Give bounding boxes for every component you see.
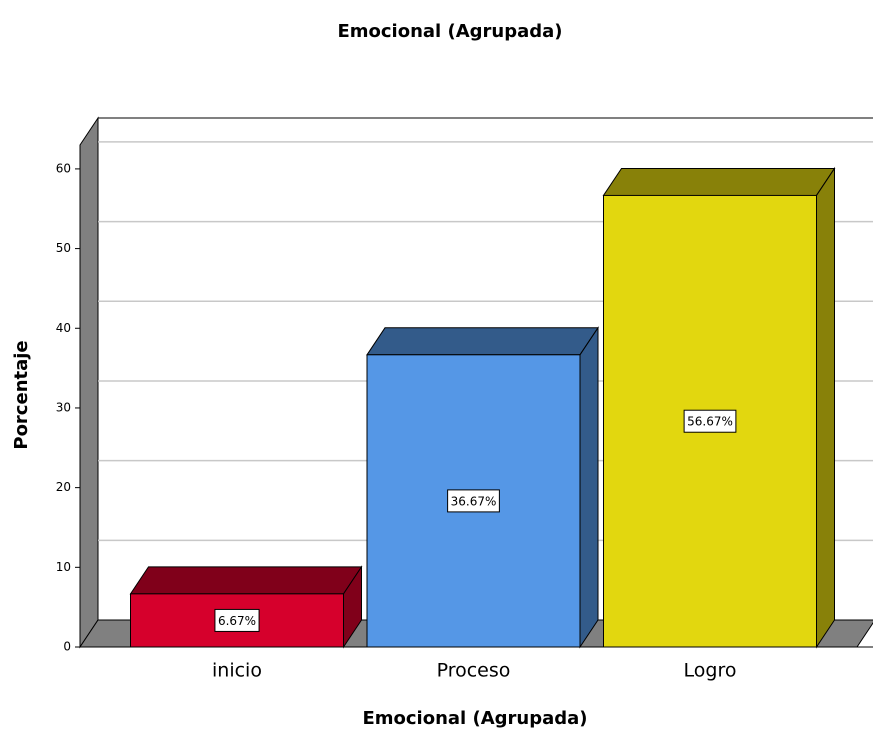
- bar: [129, 565, 363, 649]
- x-tick-label: inicio: [212, 660, 262, 682]
- value-label-box: [683, 409, 737, 433]
- bar-side: [816, 166, 835, 649]
- y-tick-label: 10: [56, 560, 71, 574]
- y-tick-label: 50: [56, 241, 71, 255]
- x-axis-title: Emocional (Agrupada): [362, 708, 587, 729]
- bar-top: [129, 566, 363, 595]
- y-axis-title: Porcentaje: [11, 340, 32, 449]
- value-label: 36.67%: [451, 494, 497, 508]
- y-tick-label: 40: [56, 321, 71, 335]
- x-tick-label: Proceso: [437, 660, 511, 682]
- bar-top: [366, 327, 599, 356]
- side-wall: [79, 116, 99, 649]
- bar: [366, 326, 599, 649]
- bar: [602, 166, 836, 649]
- y-tick-label: 30: [56, 400, 71, 414]
- y-tick-label: 0: [63, 640, 71, 654]
- bar-side: [579, 326, 599, 649]
- bar-top: [602, 167, 836, 196]
- value-label-box: [447, 489, 500, 513]
- value-label-box: [214, 608, 260, 632]
- value-label: 56.67%: [687, 415, 733, 429]
- chart-title: Emocional (Agrupada): [337, 21, 562, 42]
- x-tick-label: Logro: [684, 660, 737, 682]
- y-tick-label: 20: [56, 480, 71, 494]
- value-label: 6.67%: [218, 614, 256, 628]
- y-tick-label: 60: [56, 161, 71, 175]
